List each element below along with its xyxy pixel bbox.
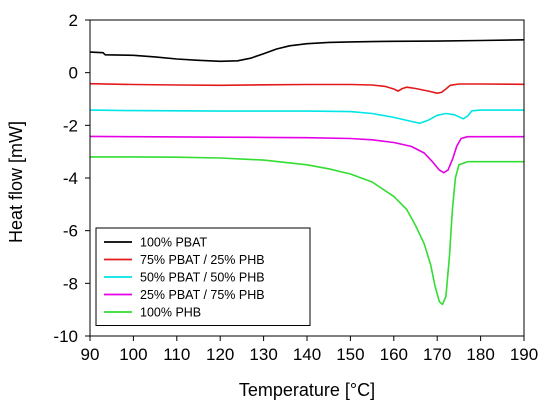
y-axis-label: Heat flow [mW] — [6, 121, 26, 243]
x-tick-label-90: 90 — [81, 345, 100, 364]
x-tick-label-180: 180 — [466, 345, 494, 364]
y-tick-label--10: -10 — [53, 327, 78, 346]
series-line-1 — [89, 39, 525, 63]
series-line-4 — [89, 135, 524, 174]
y-tick-label-2: 2 — [69, 11, 78, 30]
legend-label-4: 25% PBAT / 75% PHB — [140, 288, 265, 302]
x-axis-label: Temperature [°C] — [239, 380, 375, 400]
series-line-5 — [90, 156, 524, 306]
series-line-3 — [89, 109, 524, 124]
x-tick-label-110: 110 — [163, 345, 190, 364]
y-tick-label--4: -4 — [63, 169, 78, 188]
legend-label-1: 100% PBAT — [140, 236, 208, 250]
x-tick-label-160: 160 — [380, 345, 408, 364]
x-tick-label-120: 120 — [206, 345, 234, 364]
legend: 100% PBAT 75% PBAT / 25% PHB 50% PBAT / 50… — [95, 227, 311, 326]
series-line-2 — [89, 82, 525, 94]
legend-label-2: 75% PBAT / 25% PHB — [140, 253, 265, 267]
axes: 90 100 110 120 130 140 150 160 170 180 190 -10 -8 -6 -… — [53, 11, 538, 364]
x-tick-label-100: 100 — [119, 345, 147, 364]
legend-label-3: 50% PBAT / 50% PHB — [140, 271, 265, 285]
x-tick-label-190: 190 — [510, 345, 538, 364]
plot-area — [89, 39, 525, 306]
legend-label-5: 100% PHB — [140, 306, 201, 320]
x-tick-label-140: 140 — [293, 345, 321, 364]
x-tick-label-150: 150 — [336, 345, 364, 364]
x-tick-label-170: 170 — [423, 345, 451, 364]
x-tick-label-130: 130 — [249, 345, 277, 364]
y-tick-label-0: 0 — [69, 64, 78, 83]
y-tick-label--8: -8 — [63, 274, 78, 293]
y-tick-label--6: -6 — [63, 222, 78, 241]
y-tick-label--2: -2 — [63, 116, 78, 135]
